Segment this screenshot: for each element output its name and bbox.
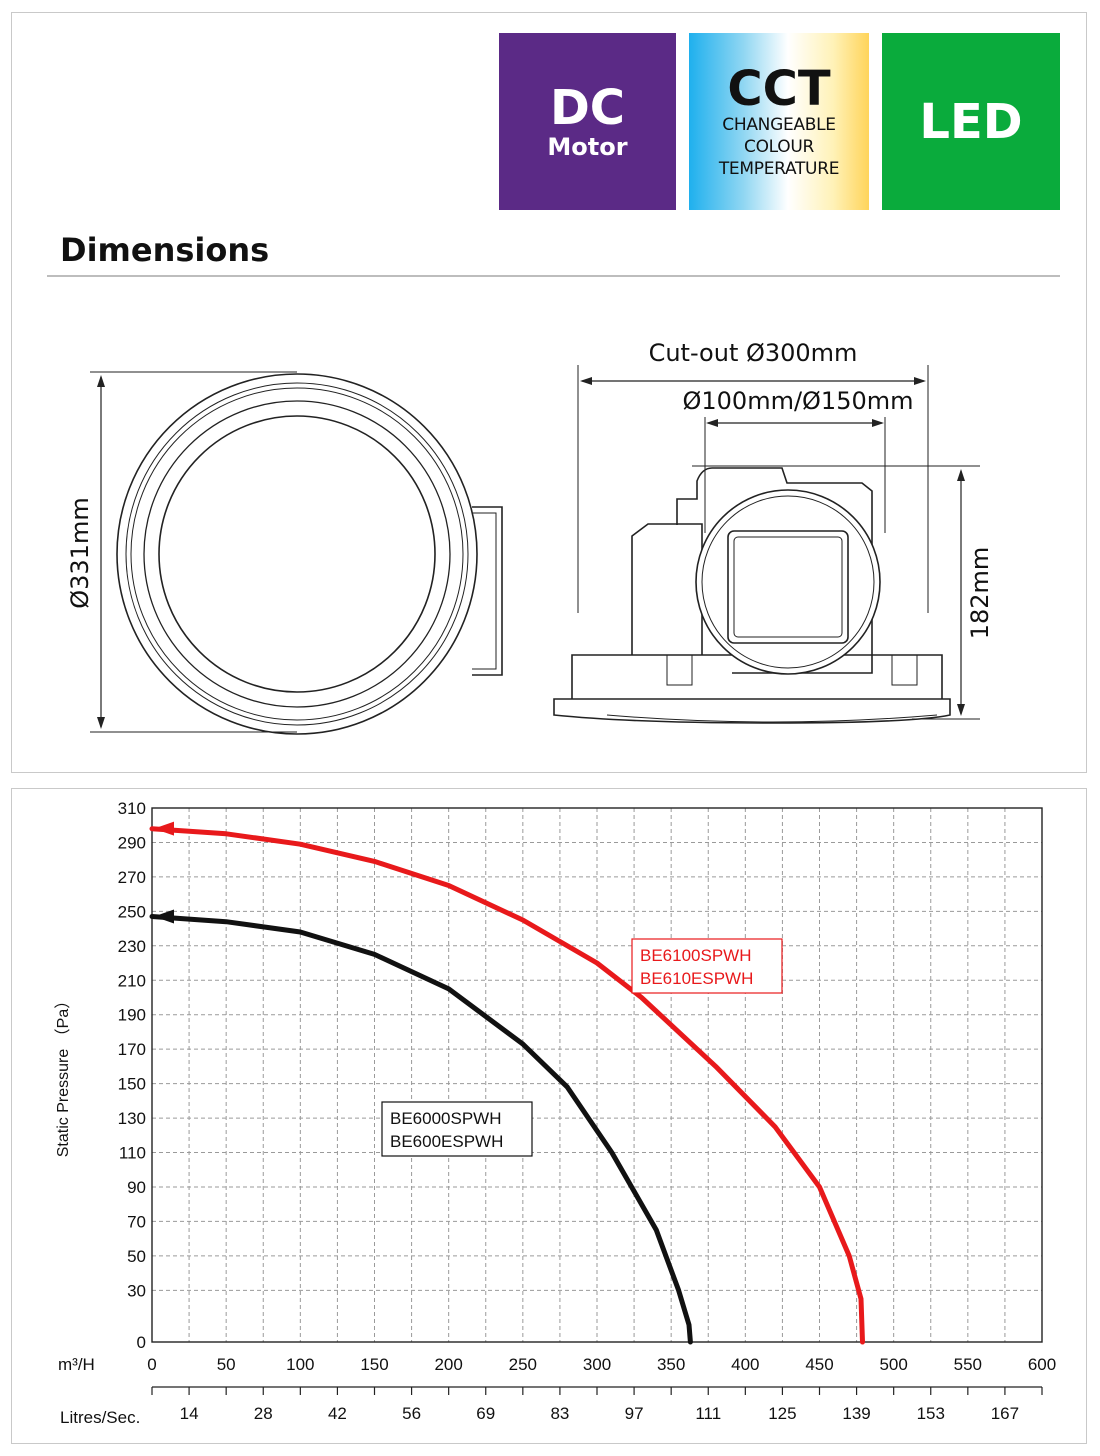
series-line	[149, 914, 693, 1345]
x-tick-label: 150	[360, 1355, 388, 1374]
cutout-label: Cut-out Ø300mm	[649, 339, 858, 367]
x2-tick-label: 42	[328, 1404, 347, 1423]
dimensions-panel: DC Motor CCT CHANGEABLE COLOUR TEMPERATU…	[11, 12, 1087, 773]
dc-motor-badge: DC Motor	[499, 33, 676, 210]
x2-tick-label: 14	[180, 1404, 199, 1423]
y-tick-label: 230	[118, 937, 146, 956]
cct-badge-line1: CHANGEABLE	[722, 114, 836, 135]
series-arrow	[154, 909, 174, 924]
cct-badge-line3: TEMPERATURE	[718, 158, 840, 179]
performance-chart-panel: 0 30 50 70 90 110 130 150 170 190 210 230 250 270 290 3…	[11, 788, 1087, 1444]
x-tick-label: 450	[805, 1355, 833, 1374]
x2-tick-label: 111	[695, 1404, 721, 1423]
cct-badge-line2: COLOUR	[744, 136, 814, 157]
x2-tick-label: 83	[550, 1404, 569, 1423]
x2-tick-label: 139	[842, 1404, 870, 1423]
series-label: BE6100SPWH	[640, 946, 752, 965]
x-tick-label: 400	[731, 1355, 759, 1374]
y-tick-label: 250	[118, 902, 146, 921]
x2-tick-label: 56	[402, 1404, 421, 1423]
x-tick-label: 200	[434, 1355, 462, 1374]
y-tick-label: 90	[127, 1178, 146, 1197]
y-tick-label: 30	[127, 1281, 146, 1300]
front-view-drawing	[90, 371, 503, 735]
series-label: BE600ESPWH	[390, 1132, 503, 1151]
x2-tick-label: 28	[254, 1404, 273, 1423]
x2-tick-label: 167	[991, 1404, 1019, 1423]
x-tick-label: 300	[583, 1355, 611, 1374]
x-tick-label: 250	[509, 1355, 537, 1374]
x-tick-label: 500	[879, 1355, 907, 1374]
series-label-box	[631, 938, 783, 994]
x2-tick-label: 153	[917, 1404, 945, 1423]
x-tick-label: 550	[954, 1355, 982, 1374]
y-tick-label: 290	[118, 833, 146, 852]
x-tick-label: 50	[217, 1355, 236, 1374]
y-axis-label: Static Pressure （Pa）	[54, 993, 72, 1158]
side-view-drawing	[553, 365, 980, 724]
dc-badge-subtitle: Motor	[547, 132, 628, 161]
dc-badge-title: DC	[549, 79, 626, 136]
plot-frame	[151, 807, 1043, 1343]
series-label: BE6000SPWH	[390, 1109, 502, 1128]
series-label: BE610ESPWH	[640, 969, 753, 988]
y-tick-label: 50	[127, 1247, 146, 1266]
y-tick-label: 210	[118, 971, 146, 990]
y-tick-label: 70	[127, 1212, 146, 1231]
x2-tick-label: 69	[476, 1404, 495, 1423]
y-tick-label: 130	[118, 1109, 146, 1128]
x-axis-label: m³/H	[58, 1355, 95, 1374]
diameter-label: Ø331mm	[66, 497, 94, 608]
x-tick-label: 0	[147, 1355, 156, 1374]
cct-badge: CCT CHANGEABLE COLOUR TEMPERATURE	[689, 33, 869, 210]
dimensions-heading: Dimensions	[60, 231, 270, 269]
series-line	[149, 826, 865, 1345]
x2-tick-label: 125	[768, 1404, 796, 1423]
y-tick-label: 270	[118, 868, 146, 887]
dimension-drawings: Ø331mm Cut-out Ø300mm Ø100mm/Ø150mm 182m…	[66, 339, 994, 735]
y-tick-label: 170	[118, 1040, 146, 1059]
y-tick-label: 190	[118, 1006, 146, 1025]
height-label: 182mm	[966, 547, 994, 640]
performance-chart: 0 30 50 70 90 110 130 150 170 190 210 230 250 270 290 3…	[54, 799, 1056, 1427]
y-tick-label: 0	[137, 1333, 146, 1352]
y-tick-label: 110	[119, 1144, 146, 1163]
x-tick-label: 350	[657, 1355, 685, 1374]
x-tick-label: 600	[1028, 1355, 1056, 1374]
y-tick-label: 310	[118, 799, 146, 818]
spigot-label: Ø100mm/Ø150mm	[683, 387, 914, 415]
series-arrow	[154, 821, 174, 836]
x-tick-label: 100	[286, 1355, 314, 1374]
led-badge: LED	[882, 33, 1060, 210]
series-label-box	[381, 1101, 533, 1157]
x2-tick-label: 97	[625, 1404, 644, 1423]
cct-badge-title: CCT	[727, 60, 831, 117]
led-badge-title: LED	[919, 93, 1023, 150]
heading-divider	[47, 275, 1060, 277]
y-tick-label: 150	[118, 1075, 146, 1094]
x2-axis-label: Litres/Sec.	[60, 1408, 140, 1427]
